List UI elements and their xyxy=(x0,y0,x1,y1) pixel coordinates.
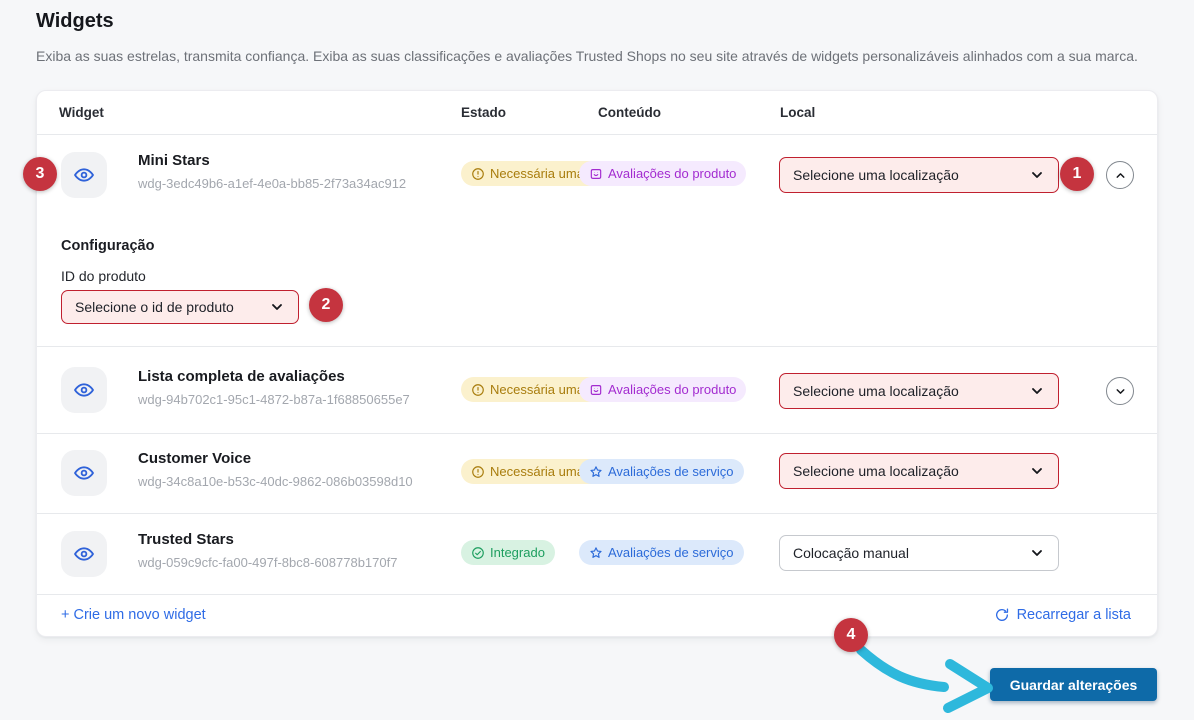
widget-name: Trusted Stars xyxy=(138,531,234,548)
content-badge: Avaliações do produto xyxy=(579,377,747,402)
page-subtitle: Exiba as suas estrelas, transmita confia… xyxy=(36,48,1138,64)
widgets-table-card: Widget Estado Conteúdo Local Mini Stars … xyxy=(36,90,1158,637)
eye-icon xyxy=(73,379,95,401)
local-select-mini-stars[interactable]: Selecione uma localização xyxy=(779,157,1059,193)
chevron-down-icon xyxy=(1029,463,1045,479)
alert-circle-icon xyxy=(471,465,485,479)
save-changes-button[interactable]: Guardar alterações xyxy=(990,668,1157,701)
chevron-down-icon xyxy=(1029,167,1045,183)
annotation-step-3: 3 xyxy=(23,157,57,191)
content-badge: Avaliações de serviço xyxy=(579,459,744,484)
refresh-icon xyxy=(994,607,1010,623)
widget-name: Mini Stars xyxy=(138,152,210,169)
product-id-select[interactable]: Selecione o id de produto xyxy=(61,290,299,324)
content-badge-label: Avaliações do produto xyxy=(608,166,737,181)
select-value: Colocação manual xyxy=(793,545,909,561)
product-reviews-icon xyxy=(589,167,603,181)
collapse-row-button[interactable] xyxy=(1106,161,1134,189)
local-select-lista-completa[interactable]: Selecione uma localização xyxy=(779,373,1059,409)
star-icon xyxy=(589,465,603,479)
local-select-trusted-stars[interactable]: Colocação manual xyxy=(779,535,1059,571)
table-header-row: Widget Estado Conteúdo Local xyxy=(37,91,1157,135)
reload-list-link[interactable]: Recarregar a lista xyxy=(994,607,1131,623)
annotation-step-4: 4 xyxy=(834,618,868,652)
widget-id: wdg-059c9cfc-fa00-497f-8bc8-608778b170f7 xyxy=(138,555,398,570)
widget-id: wdg-34c8a10e-b53c-40dc-9862-086b03598d10 xyxy=(138,474,413,489)
select-value: Selecione uma localização xyxy=(793,167,959,183)
chevron-down-icon xyxy=(1029,545,1045,561)
annotation-step-2: 2 xyxy=(309,288,343,322)
eye-icon xyxy=(73,462,95,484)
widget-id: wdg-94b702c1-95c1-4872-b87a-1f68850655e7 xyxy=(138,392,410,407)
widget-id: wdg-3edc49b6-a1ef-4e0a-bb85-2f73a34ac912 xyxy=(138,176,407,191)
create-widget-link[interactable]: + Crie um novo widget xyxy=(61,607,206,623)
page-title: Widgets xyxy=(36,10,114,32)
chevron-down-icon xyxy=(1114,385,1127,398)
col-header-conteudo: Conteúdo xyxy=(598,105,661,120)
widget-row-customer-voice: Customer Voice wdg-34c8a10e-b53c-40dc-98… xyxy=(37,433,1157,513)
product-id-label: ID do produto xyxy=(61,268,146,284)
status-badge-label: Integrado xyxy=(490,545,545,560)
check-circle-icon xyxy=(471,546,485,560)
widget-row-trusted-stars: Trusted Stars wdg-059c9cfc-fa00-497f-8bc… xyxy=(37,513,1157,594)
expand-row-button[interactable] xyxy=(1106,377,1134,405)
widget-name: Lista completa de avaliações xyxy=(138,368,345,385)
widget-name: Customer Voice xyxy=(138,450,252,467)
alert-circle-icon xyxy=(471,383,485,397)
widget-row-lista-completa: Lista completa de avaliações wdg-94b702c… xyxy=(37,346,1157,433)
preview-widget-button[interactable] xyxy=(61,450,107,496)
content-badge-label: Avaliações de serviço xyxy=(608,545,734,560)
product-reviews-icon xyxy=(589,383,603,397)
content-badge: Avaliações de serviço xyxy=(579,540,744,565)
select-value: Selecione o id de produto xyxy=(75,299,234,315)
preview-widget-button[interactable] xyxy=(61,367,107,413)
local-select-customer-voice[interactable]: Selecione uma localização xyxy=(779,453,1059,489)
preview-widget-button[interactable] xyxy=(61,531,107,577)
content-badge-label: Avaliações do produto xyxy=(608,382,737,397)
col-header-local: Local xyxy=(780,105,816,120)
status-badge: Integrado xyxy=(461,540,555,565)
eye-icon xyxy=(73,164,95,186)
eye-icon xyxy=(73,543,95,565)
content-badge: Avaliações do produto xyxy=(579,161,747,186)
select-value: Selecione uma localização xyxy=(793,383,959,399)
configuration-heading: Configuração xyxy=(61,238,155,254)
select-value: Selecione uma localização xyxy=(793,463,959,479)
col-header-widget: Widget xyxy=(59,105,104,120)
widget-row-mini-stars: Mini Stars wdg-3edc49b6-a1ef-4e0a-bb85-2… xyxy=(37,134,1157,346)
col-header-estado: Estado xyxy=(461,105,507,120)
chevron-down-icon xyxy=(1029,383,1045,399)
table-footer: + Crie um novo widget Recarregar a lista xyxy=(37,594,1157,638)
chevron-up-icon xyxy=(1114,169,1127,182)
chevron-down-icon xyxy=(269,299,285,315)
reload-list-label: Recarregar a lista xyxy=(1016,607,1131,623)
content-badge-label: Avaliações de serviço xyxy=(608,464,734,479)
preview-widget-button[interactable] xyxy=(61,152,107,198)
alert-circle-icon xyxy=(471,167,485,181)
star-icon xyxy=(589,546,603,560)
annotation-step-1: 1 xyxy=(1060,157,1094,191)
